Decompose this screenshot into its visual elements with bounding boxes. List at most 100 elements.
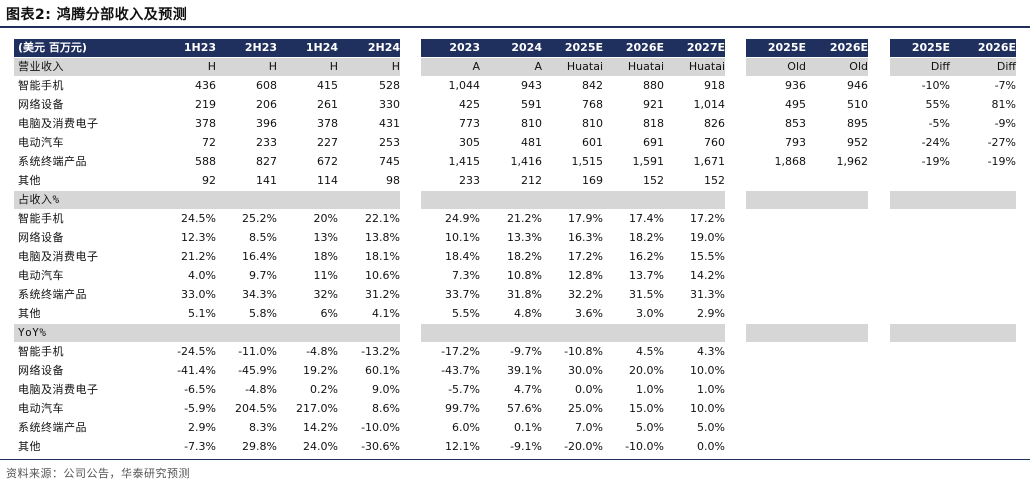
table-cell: 30.0% <box>568 364 603 377</box>
section-band <box>746 324 868 342</box>
table-cell: 5.0% <box>697 421 725 434</box>
table-cell: 793 <box>785 136 806 149</box>
table-cell: 12.3% <box>181 231 216 244</box>
table-cell: 425 <box>459 98 480 111</box>
table-cell: 431 <box>379 117 400 130</box>
table-cell: 826 <box>704 117 725 130</box>
table-cell: -24% <box>921 136 950 149</box>
table-cell: 22.1% <box>365 212 400 225</box>
row-label: 其他 <box>18 440 41 453</box>
table-cell: 591 <box>521 98 542 111</box>
table-cell: 3.6% <box>575 307 603 320</box>
column-header: 2026E <box>829 41 868 54</box>
row-label: 智能手机 <box>18 79 64 92</box>
section-band <box>14 324 400 342</box>
table-cell: 2.9% <box>188 421 216 434</box>
table-cell: 5.1% <box>188 307 216 320</box>
row-label: 系统终端产品 <box>18 155 87 168</box>
row-label: 系统终端产品 <box>18 288 87 301</box>
table-cell: 5.0% <box>636 421 664 434</box>
table-cell: 206 <box>256 98 277 111</box>
table-cell: 13.8% <box>365 231 400 244</box>
table-cell: 691 <box>643 136 664 149</box>
table-cell: 0.2% <box>310 383 338 396</box>
table-cell: A <box>472 60 480 73</box>
table-cell: 16.4% <box>242 250 277 263</box>
table-cell: 760 <box>704 136 725 149</box>
table-cell: Huatai <box>566 60 603 73</box>
table-cell: 588 <box>195 155 216 168</box>
table-cell: 33.7% <box>445 288 480 301</box>
table-cell: 6% <box>320 307 338 320</box>
table-cell: 936 <box>785 79 806 92</box>
table-cell: 57.6% <box>507 402 542 415</box>
table-cell: 415 <box>317 79 338 92</box>
table-cell: -5.9% <box>184 402 216 415</box>
table-cell: 810 <box>521 117 542 130</box>
table-cell: -43.7% <box>441 364 480 377</box>
table-cell: H <box>329 60 338 73</box>
table-cell: 7.0% <box>575 421 603 434</box>
table-cell: 99.7% <box>445 402 480 415</box>
table-cell: Old <box>849 60 868 73</box>
table-cell: 20.0% <box>629 364 664 377</box>
table-cell: 495 <box>785 98 806 111</box>
table-cell: -27% <box>987 136 1016 149</box>
table-cell: Old <box>787 60 806 73</box>
table-cell: 0.1% <box>514 421 542 434</box>
table-cell: 378 <box>317 117 338 130</box>
table-cell: 918 <box>704 79 725 92</box>
table-cell: 31.2% <box>365 288 400 301</box>
section-band <box>890 58 1016 76</box>
column-header: 2024 <box>511 41 542 54</box>
table-cell: 152 <box>643 174 664 187</box>
section-label: 占收入% <box>18 193 60 206</box>
table-cell: 152 <box>704 174 725 187</box>
table-cell: -13.2% <box>361 345 400 358</box>
table-cell: 378 <box>195 117 216 130</box>
table-cell: 510 <box>847 98 868 111</box>
table-cell: 880 <box>643 79 664 92</box>
table-cell: -5.7% <box>448 383 480 396</box>
table-cell: 305 <box>459 136 480 149</box>
table-cell: 1,868 <box>774 155 807 168</box>
table-cell: 18% <box>313 250 338 263</box>
section-band <box>746 191 868 209</box>
table-cell: 11% <box>313 269 338 282</box>
table-cell: 943 <box>521 79 542 92</box>
source-note: 资料来源：公司公告，华泰研究预测 <box>6 467 190 480</box>
table-cell: 330 <box>379 98 400 111</box>
row-label: 其他 <box>18 307 41 320</box>
table-cell: 4.3% <box>697 345 725 358</box>
table-cell: 32.2% <box>568 288 603 301</box>
title-rule <box>0 26 1030 28</box>
table-cell: 15.5% <box>690 250 725 263</box>
header-bar-4 <box>890 39 1016 57</box>
table-cell: 21.2% <box>507 212 542 225</box>
table-cell: H <box>207 60 216 73</box>
table-cell: 17.9% <box>568 212 603 225</box>
table-cell: 842 <box>582 79 603 92</box>
table-cell: 204.5% <box>235 402 277 415</box>
table-cell: 29.8% <box>242 440 277 453</box>
table-cell: 17.4% <box>629 212 664 225</box>
table-cell: 5.8% <box>249 307 277 320</box>
row-label: 电动汽车 <box>18 269 64 282</box>
table-cell: 233 <box>256 136 277 149</box>
table-cell: Huatai <box>627 60 664 73</box>
column-header: 2023 <box>449 41 480 54</box>
table-cell: Huatai <box>688 60 725 73</box>
section-band <box>746 58 868 76</box>
table-cell: -19% <box>987 155 1016 168</box>
row-label: 电脑及消费电子 <box>18 250 99 263</box>
table-cell: 14.2% <box>690 269 725 282</box>
table-cell: 10.6% <box>365 269 400 282</box>
table-cell: -7% <box>994 79 1016 92</box>
table-cell: 7.3% <box>452 269 480 282</box>
table-cell: 15.0% <box>629 402 664 415</box>
table-cell: -9% <box>994 117 1016 130</box>
table-cell: -10% <box>921 79 950 92</box>
table-cell: 1,515 <box>571 155 604 168</box>
table-cell: 16.2% <box>629 250 664 263</box>
table-cell: 219 <box>195 98 216 111</box>
